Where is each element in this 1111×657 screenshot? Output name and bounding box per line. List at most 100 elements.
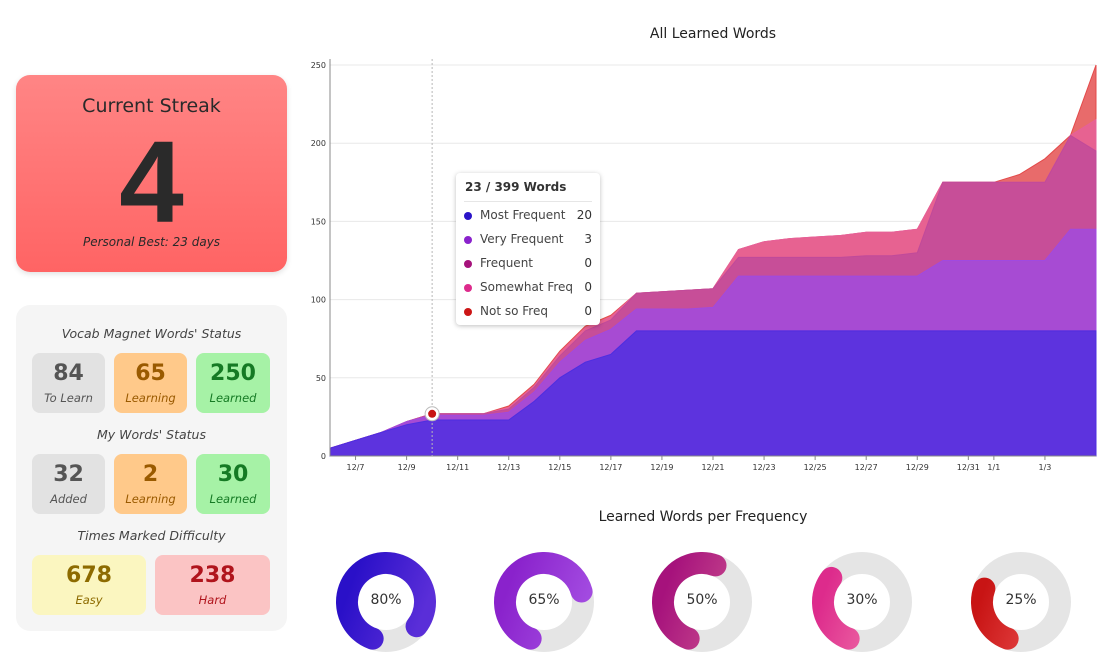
tile-label: Learned (209, 391, 257, 405)
y-tick-label: 100 (311, 296, 326, 305)
x-tick-label: 12/11 (446, 463, 469, 472)
easy-tile[interactable]: 678 Easy (32, 555, 146, 615)
streak-value: 4 (119, 117, 184, 247)
x-tick-label: 12/13 (497, 463, 520, 472)
tile-label: Hard (198, 593, 227, 607)
donut-section-title: Learned Words per Frequency (598, 509, 808, 525)
tooltip-series-name: Very Frequent (480, 232, 564, 246)
personal-best: Personal Best: 23 days (82, 235, 221, 249)
x-tick-label: 12/17 (599, 463, 622, 472)
tile-value: 32 (53, 462, 84, 487)
series-dot (464, 236, 472, 244)
donut-ring (494, 552, 594, 652)
tile-value: 30 (217, 462, 249, 487)
status-panel: Vocab Magnet Words' Status 84 To Learn 6… (16, 305, 287, 631)
tile-value: 678 (66, 563, 112, 588)
tooltip-series-value: 20 (576, 208, 592, 222)
x-tick-label: 12/7 (347, 463, 365, 472)
donut-frequent[interactable]: 50% (652, 552, 752, 652)
tooltip-series-name: Somewhat Freq (480, 280, 574, 294)
donut-percent-label: 25% (1005, 592, 1037, 608)
x-tick-label: 12/21 (701, 463, 724, 472)
series-dot (464, 260, 472, 268)
mw-learning-tile[interactable]: 2 Learning (114, 454, 187, 514)
y-tick-label: 0 (321, 452, 326, 461)
tooltip-series-value: 3 (584, 232, 592, 246)
donut-arc (812, 552, 912, 652)
tile-label: Learning (125, 492, 176, 506)
tooltip-row: Very Frequent 3 (464, 231, 592, 249)
tooltip-series-value: 0 (584, 304, 592, 318)
x-tick-label: 12/19 (650, 463, 673, 472)
current-streak-card: Current Streak 4 Personal Best: 23 days (16, 75, 287, 272)
tooltip-series-name: Not so Freq (480, 304, 548, 318)
area-most-frequent (329, 330, 1097, 457)
difficulty-title: Times Marked Difficulty (77, 528, 226, 543)
donut-very-frequent[interactable]: 65% (494, 552, 594, 652)
tile-value: 84 (53, 361, 84, 386)
x-tick-label: 12/9 (398, 463, 416, 472)
my-words-title: My Words' Status (97, 427, 206, 442)
tooltip-series-name: Most Frequent (480, 208, 566, 222)
y-tick-label: 50 (316, 374, 326, 383)
x-tick-label: 12/15 (548, 463, 571, 472)
tooltip-row: Frequent 0 (464, 255, 592, 273)
donut-most-frequent[interactable]: 80% (336, 552, 436, 652)
x-tick-label: 1/3 (1038, 463, 1051, 472)
to-learn-tile[interactable]: 84 To Learn (32, 353, 105, 413)
y-tick-label: 150 (311, 217, 326, 226)
hard-tile[interactable]: 238 Hard (155, 555, 270, 615)
vm-learned-tile[interactable]: 250 Learned (196, 353, 270, 413)
tile-value: 238 (189, 563, 236, 588)
donut-arc (494, 552, 594, 652)
donut-percent-label: 50% (686, 592, 718, 608)
vm-learning-tile[interactable]: 65 Learning (114, 353, 187, 413)
donut-ring (336, 552, 436, 652)
donut-somewhat-frequent[interactable]: 30% (812, 552, 912, 652)
tile-value: 2 (142, 462, 159, 487)
donut-percent-label: 30% (846, 592, 878, 608)
tooltip-header: 23 / 399 Words (465, 180, 567, 194)
tooltip-row: Not so Freq 0 (464, 303, 592, 321)
y-tick-label: 250 (311, 61, 326, 70)
donut-percent-label: 65% (528, 592, 560, 608)
streak-title: Current Streak (82, 95, 221, 117)
donut-arc (336, 552, 436, 652)
tile-label: Learning (125, 391, 176, 405)
series-dot (464, 284, 472, 292)
tile-label: Learned (209, 492, 257, 506)
x-tick-label: 12/23 (753, 463, 776, 472)
area-chart-title: All Learned Words (649, 26, 777, 42)
added-tile[interactable]: 32 Added (32, 454, 105, 514)
donut-percent-label: 80% (370, 592, 402, 608)
x-tick-label: 12/31 (957, 463, 980, 472)
mw-learned-tile[interactable]: 30 Learned (196, 454, 270, 514)
series-dot (464, 212, 472, 220)
x-tick-label: 12/29 (906, 463, 929, 472)
donut-ring (652, 552, 752, 652)
tooltip-row: Most Frequent 20 (464, 207, 592, 225)
tile-label: To Learn (44, 391, 93, 405)
y-tick-label: 200 (311, 139, 326, 148)
tooltip-divider (464, 201, 592, 202)
donut-arc (970, 552, 1071, 652)
x-tick-label: 1/1 (987, 463, 1000, 472)
donut-ring (812, 552, 912, 652)
tooltip-series-value: 0 (584, 280, 592, 294)
tooltip-series-value: 0 (584, 256, 592, 270)
donut-arc (652, 552, 752, 652)
x-tick-label: 12/27 (855, 463, 878, 472)
tile-value: 65 (135, 361, 166, 386)
series-dot (464, 308, 472, 316)
donut-not-so-frequent[interactable]: 25% (970, 552, 1071, 652)
hover-marker (428, 409, 437, 418)
tile-label: Added (50, 492, 87, 506)
tooltip-series-name: Frequent (480, 256, 533, 270)
tile-value: 250 (210, 361, 256, 386)
tooltip-row: Somewhat Freq 0 (464, 279, 592, 297)
donut-ring (970, 552, 1071, 652)
x-tick-label: 12/25 (804, 463, 827, 472)
tile-label: Easy (75, 593, 103, 607)
vocab-magnet-title: Vocab Magnet Words' Status (61, 326, 242, 341)
